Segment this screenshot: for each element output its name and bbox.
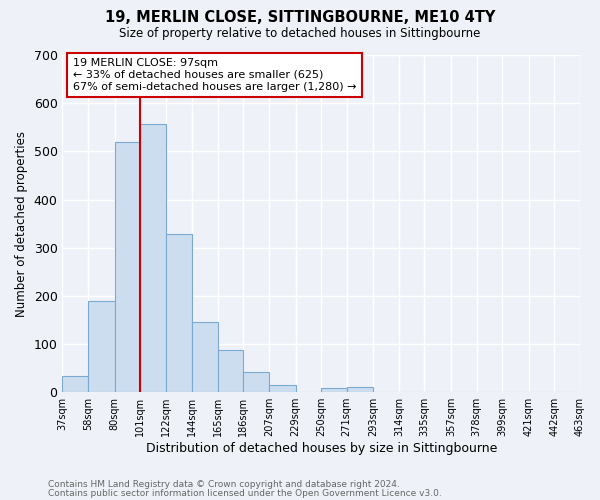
X-axis label: Distribution of detached houses by size in Sittingbourne: Distribution of detached houses by size …: [146, 442, 497, 455]
Bar: [140, 124, 166, 392]
Bar: [321, 388, 347, 392]
Bar: [115, 142, 140, 392]
Text: Size of property relative to detached houses in Sittingbourne: Size of property relative to detached ho…: [119, 28, 481, 40]
Text: Contains HM Land Registry data © Crown copyright and database right 2024.: Contains HM Land Registry data © Crown c…: [48, 480, 400, 489]
Text: Contains public sector information licensed under the Open Government Licence v3: Contains public sector information licen…: [48, 488, 442, 498]
Bar: [62, 376, 88, 392]
Text: 19, MERLIN CLOSE, SITTINGBOURNE, ME10 4TY: 19, MERLIN CLOSE, SITTINGBOURNE, ME10 4T…: [105, 10, 495, 25]
Bar: [347, 388, 373, 392]
Y-axis label: Number of detached properties: Number of detached properties: [15, 130, 28, 316]
Text: 19 MERLIN CLOSE: 97sqm
← 33% of detached houses are smaller (625)
67% of semi-de: 19 MERLIN CLOSE: 97sqm ← 33% of detached…: [73, 58, 356, 92]
Bar: [166, 234, 193, 392]
Bar: [88, 300, 115, 392]
Bar: [269, 385, 296, 392]
Bar: [218, 350, 244, 392]
Bar: [244, 372, 269, 392]
Bar: [193, 322, 218, 392]
